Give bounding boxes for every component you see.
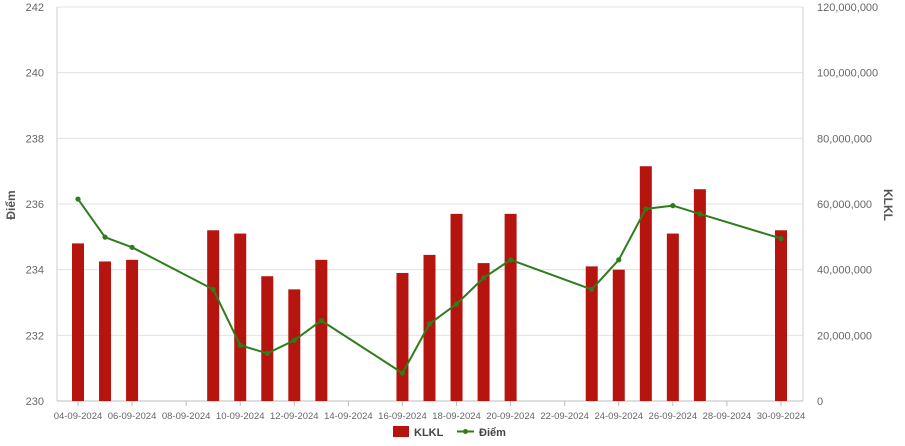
point-diem <box>129 244 135 250</box>
point-diem <box>508 257 514 263</box>
x-tick-label: 24-09-2024 <box>594 411 643 422</box>
point-diem <box>426 321 433 327</box>
x-tick-label: 28-09-2024 <box>703 411 752 422</box>
point-diem <box>102 234 108 240</box>
bar-series-klkl <box>72 166 787 401</box>
bar-klkl <box>423 254 436 401</box>
bar-klkl <box>99 261 112 401</box>
bar-klkl <box>315 259 328 401</box>
bar-klkl <box>477 263 490 401</box>
bar-klkl <box>775 230 787 401</box>
y-left-tick-label: 236 <box>26 199 44 211</box>
point-diem <box>643 206 649 212</box>
y-left-tick-label: 240 <box>26 68 44 80</box>
bar-klkl <box>639 166 652 401</box>
point-diem <box>670 203 676 209</box>
bar-klkl <box>126 259 139 401</box>
legend-label-diem: Điểm <box>479 427 506 439</box>
y-left-tick-label: 232 <box>26 330 44 342</box>
point-diem <box>589 286 595 292</box>
point-diem <box>778 235 784 242</box>
y-left-axis-title: Điểm <box>4 190 18 219</box>
bar-klkl <box>288 289 301 401</box>
x-tick-label: 20-09-2024 <box>486 411 535 422</box>
bar-klkl <box>612 269 625 401</box>
x-tick-label: 12-09-2024 <box>270 411 319 422</box>
x-tick-label: 10-09-2024 <box>216 411 265 422</box>
y-right-tick-label: 80,000,000 <box>817 133 872 145</box>
x-tick-label: 04-09-2024 <box>54 411 103 422</box>
x-tick-label: 18-09-2024 <box>432 411 481 422</box>
y-left-tick-label: 238 <box>26 133 44 145</box>
legend-swatch-klkl <box>393 426 409 437</box>
bar-klkl <box>234 233 247 401</box>
point-diem <box>480 275 487 281</box>
x-tick-label: 16-09-2024 <box>378 411 427 422</box>
legend-label-klkl: KLKL <box>414 427 444 439</box>
x-tick-label: 06-09-2024 <box>108 411 157 422</box>
bar-klkl <box>693 189 706 401</box>
point-diem <box>237 342 243 348</box>
bar-klkl <box>207 230 220 401</box>
point-diem <box>264 350 270 356</box>
bar-klkl <box>450 213 463 401</box>
y-right-tick-label: 120,000,000 <box>817 2 878 14</box>
point-diem <box>291 337 297 343</box>
x-tick-label: 26-09-2024 <box>649 411 698 422</box>
y-left-tick-label: 234 <box>26 265 44 277</box>
bar-klkl <box>504 213 517 401</box>
x-tick-label: 14-09-2024 <box>324 411 373 422</box>
y-left-tick-label: 242 <box>26 2 44 14</box>
x-tick-label: 30-09-2024 <box>757 411 806 422</box>
bar-klkl <box>585 266 598 401</box>
y-right-tick-label: 60,000,000 <box>817 199 872 211</box>
bar-klkl <box>666 233 679 401</box>
axes: 230 0 232 20,000,000 234 40,000,000 236 60,000,… <box>26 2 879 422</box>
y-right-axis-title: KLKL <box>881 189 895 221</box>
point-diem <box>697 211 703 217</box>
point-diem <box>318 317 324 324</box>
point-diem <box>453 301 460 307</box>
y-right-tick-label: 40,000,000 <box>817 265 872 277</box>
y-right-tick-label: 100,000,000 <box>817 68 878 80</box>
x-tick-label: 08-09-2024 <box>162 411 211 422</box>
point-diem <box>616 257 622 263</box>
y-right-tick-label: 0 <box>817 396 823 408</box>
legend-swatch-diem-dot <box>463 429 468 434</box>
point-diem <box>399 370 406 376</box>
bar-klkl <box>396 272 409 401</box>
legend: KLKL Điểm <box>393 426 506 439</box>
bar-klkl <box>261 276 274 401</box>
bar-klkl <box>72 243 84 401</box>
y-right-tick-label: 20,000,000 <box>817 330 872 342</box>
x-tick-label: 22-09-2024 <box>540 411 589 422</box>
y-left-tick-label: 230 <box>26 396 44 408</box>
point-diem <box>210 286 216 292</box>
point-diem <box>75 196 81 202</box>
line-series-diem <box>75 196 784 376</box>
